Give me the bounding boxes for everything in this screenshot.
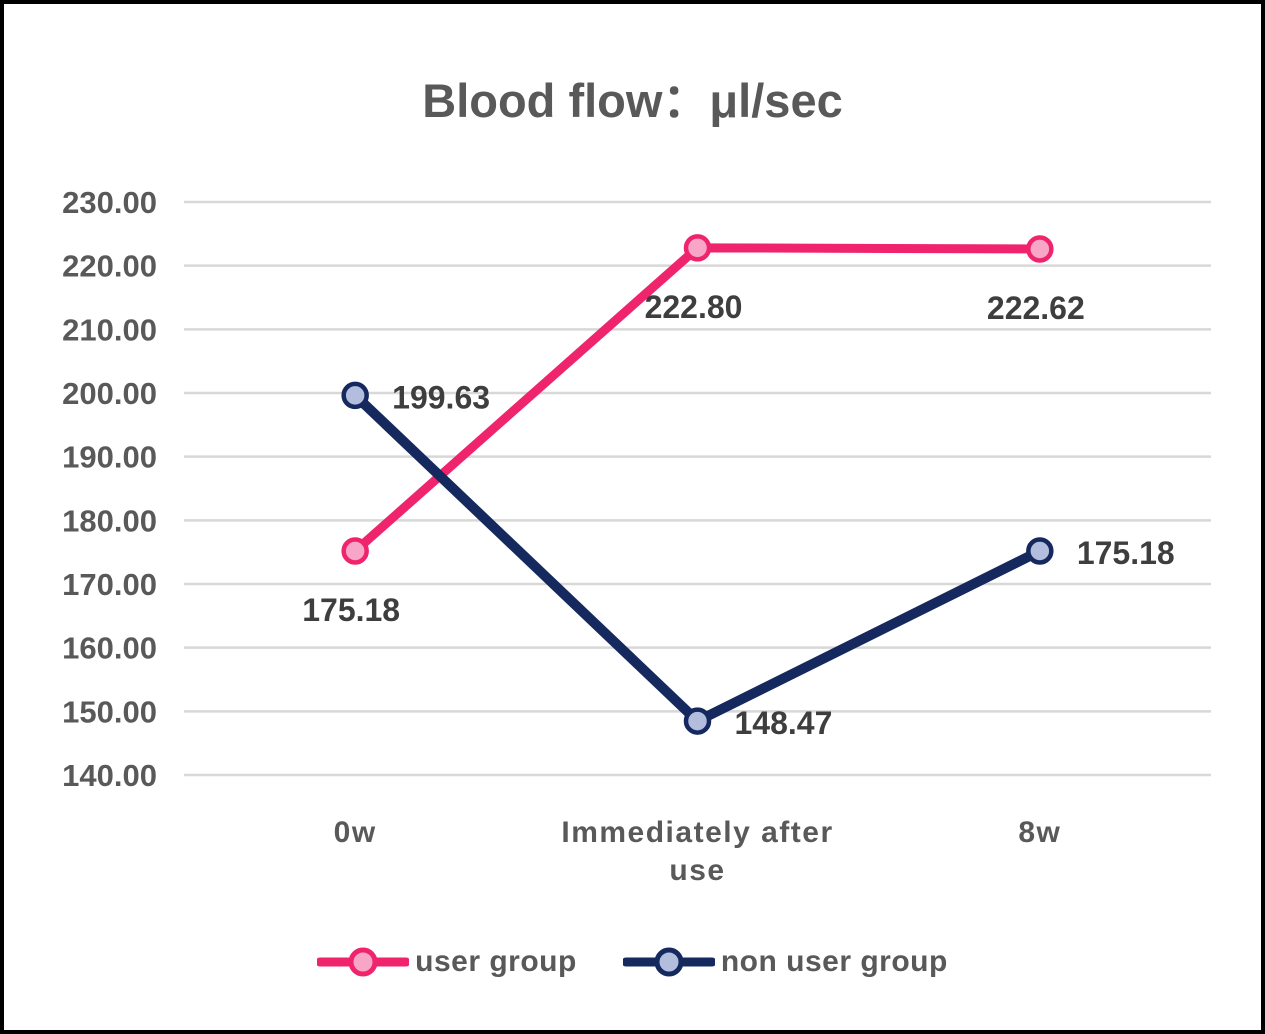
legend: user group non user group bbox=[4, 944, 1261, 980]
legend-circle bbox=[348, 947, 378, 977]
plot-area: 140.00 150.00 160.00 170.00 180.00 190.00 200.… bbox=[62, 185, 1211, 793]
series-line-non-user-group bbox=[350, 390, 1045, 727]
x-axis-label: 0w bbox=[333, 816, 377, 849]
data-label: 175.18 bbox=[302, 592, 400, 628]
data-label: 199.63 bbox=[392, 379, 490, 415]
legend-label: user group bbox=[415, 945, 577, 978]
chart-title: Blood flow：μl/sec bbox=[422, 74, 843, 127]
y-axis-tick-label: 170.00 bbox=[62, 567, 157, 602]
legend-label: non user group bbox=[720, 945, 948, 978]
x-axis-label: 8w bbox=[1018, 816, 1062, 849]
data-point-user-group bbox=[1026, 235, 1054, 263]
legend-circle bbox=[654, 947, 684, 977]
y-axis-tick-label: 230.00 bbox=[62, 185, 157, 220]
data-point-user-group bbox=[341, 537, 369, 565]
legend-marker-icon bbox=[317, 947, 410, 977]
legend-item-non-user-group: non user group bbox=[622, 944, 948, 980]
data-point-user-group bbox=[683, 234, 712, 262]
y-axis-tick-label: 150.00 bbox=[62, 694, 157, 729]
y-axis-tick-label: 200.00 bbox=[62, 376, 157, 411]
x-axis-label: Immediately after use bbox=[561, 816, 834, 887]
data-point-non-user-group bbox=[341, 381, 369, 410]
y-axis-tick-label: 210.00 bbox=[62, 312, 157, 347]
y-axis-tick-label: 180.00 bbox=[62, 503, 157, 538]
data-label: 222.62 bbox=[987, 290, 1085, 326]
data-point-non-user-group bbox=[683, 707, 712, 735]
legend-item-user-group: user group bbox=[317, 944, 577, 980]
y-axis-tick-label: 190.00 bbox=[62, 440, 157, 475]
legend-marker-icon bbox=[622, 947, 715, 977]
y-axis-tick-label: 160.00 bbox=[62, 631, 157, 666]
y-axis-tick-label: 220.00 bbox=[62, 249, 157, 284]
data-label: 148.47 bbox=[735, 705, 833, 741]
data-point-non-user-group bbox=[1026, 537, 1054, 565]
data-label: 222.80 bbox=[645, 289, 743, 325]
data-label: 175.18 bbox=[1077, 535, 1175, 571]
y-axis-tick-label: 140.00 bbox=[62, 758, 157, 793]
